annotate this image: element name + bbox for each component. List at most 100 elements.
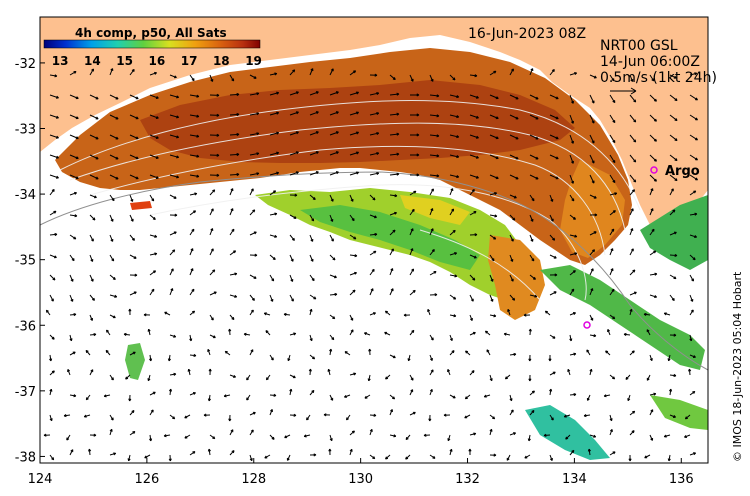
current-vector-head bbox=[431, 249, 435, 252]
current-vector bbox=[689, 294, 694, 302]
current-vector-head bbox=[574, 234, 578, 237]
current-vector bbox=[369, 233, 378, 236]
current-vector bbox=[429, 134, 439, 137]
current-vector bbox=[609, 154, 616, 163]
current-vector-head bbox=[173, 372, 177, 375]
current-vector bbox=[289, 254, 294, 262]
current-vector-head bbox=[411, 208, 415, 211]
current-vector-head bbox=[530, 68, 533, 71]
current-vector-head bbox=[164, 312, 167, 315]
argo-marker-coast bbox=[650, 166, 658, 174]
current-vector bbox=[689, 190, 697, 196]
current-vector-head bbox=[196, 134, 200, 137]
current-vector-head bbox=[688, 368, 690, 372]
current-vector bbox=[109, 174, 119, 180]
current-vector-head bbox=[153, 217, 156, 220]
current-vector bbox=[109, 254, 115, 262]
colorbar-tick-label: 17 bbox=[181, 54, 198, 68]
current-vector-head bbox=[376, 91, 379, 94]
current-vector bbox=[129, 154, 139, 160]
current-vector bbox=[129, 114, 139, 120]
current-vector bbox=[509, 68, 514, 76]
current-vector-head bbox=[210, 228, 213, 231]
current-vector bbox=[149, 234, 157, 238]
current-vector bbox=[449, 154, 459, 158]
current-vector bbox=[169, 154, 179, 158]
current-vector-head bbox=[254, 276, 257, 279]
current-vector bbox=[289, 214, 297, 219]
current-vector bbox=[569, 174, 574, 184]
current-vector-head bbox=[224, 351, 227, 354]
current-vector bbox=[389, 93, 399, 96]
current-vector-head bbox=[270, 409, 273, 412]
sst-cyan-south bbox=[525, 405, 610, 460]
current-vector-head bbox=[54, 255, 57, 258]
current-vector-head bbox=[287, 458, 290, 461]
current-vector-head bbox=[250, 188, 254, 191]
current-vector-head bbox=[246, 378, 250, 381]
current-vector-head bbox=[390, 288, 394, 291]
current-vector bbox=[449, 188, 454, 196]
current-vector-head bbox=[516, 136, 519, 140]
current-vector bbox=[169, 268, 174, 276]
current-vector bbox=[349, 272, 357, 276]
current-vector bbox=[429, 154, 439, 157]
current-vector bbox=[409, 268, 414, 276]
current-vector bbox=[269, 294, 274, 302]
current-vector-head bbox=[573, 216, 576, 220]
current-vector bbox=[489, 274, 494, 282]
current-vector-head bbox=[191, 228, 195, 231]
current-vector-head bbox=[410, 228, 414, 231]
current-vector-head bbox=[436, 134, 440, 137]
current-vector bbox=[389, 268, 394, 276]
current-vector bbox=[109, 154, 119, 160]
current-vector-head bbox=[116, 156, 119, 160]
current-vector bbox=[369, 214, 377, 218]
current-vector-head bbox=[675, 138, 678, 141]
current-vector-head bbox=[496, 176, 499, 179]
current-vector-head bbox=[551, 69, 555, 72]
current-vector bbox=[329, 171, 339, 176]
current-vector bbox=[149, 270, 156, 276]
current-vector bbox=[529, 194, 535, 202]
current-vector bbox=[649, 228, 655, 236]
current-vector-head bbox=[223, 395, 227, 398]
current-vector bbox=[369, 152, 379, 156]
current-vector-head bbox=[49, 388, 52, 392]
current-vector-head bbox=[196, 94, 200, 97]
current-vector bbox=[349, 194, 354, 202]
current-vector-head bbox=[430, 369, 434, 372]
current-vector-head bbox=[384, 332, 387, 335]
current-vector-head bbox=[190, 248, 194, 251]
current-vector-head bbox=[685, 417, 688, 420]
current-vector bbox=[609, 94, 616, 103]
current-vector-head bbox=[43, 434, 47, 437]
current-vector-head bbox=[393, 434, 397, 437]
current-vector-head bbox=[630, 208, 634, 211]
current-vector-head bbox=[156, 95, 159, 99]
current-vector-head bbox=[623, 333, 627, 337]
current-vector-head bbox=[52, 336, 55, 340]
current-vector bbox=[689, 114, 698, 121]
current-vector-head bbox=[394, 194, 398, 197]
current-vector-head bbox=[630, 228, 633, 231]
current-vector-head bbox=[384, 310, 387, 314]
current-vector-head bbox=[346, 418, 349, 421]
current-vector bbox=[49, 94, 59, 99]
current-vector-head bbox=[695, 97, 698, 101]
current-vector bbox=[269, 152, 279, 156]
current-vector-head bbox=[474, 74, 478, 77]
current-vector bbox=[349, 91, 359, 96]
current-vector-head bbox=[433, 455, 436, 459]
current-vector-head bbox=[310, 68, 314, 71]
current-vector bbox=[589, 74, 597, 79]
current-vector-head bbox=[193, 353, 197, 357]
current-vector-head bbox=[287, 358, 291, 362]
current-vector-head bbox=[430, 208, 433, 211]
composite-label: 4h comp, p50, All Sats bbox=[75, 26, 227, 40]
current-vector-head bbox=[556, 136, 559, 139]
current-vector bbox=[629, 174, 637, 183]
current-vector bbox=[249, 112, 259, 116]
current-vector-head bbox=[587, 398, 590, 401]
current-vector-head bbox=[668, 388, 672, 392]
